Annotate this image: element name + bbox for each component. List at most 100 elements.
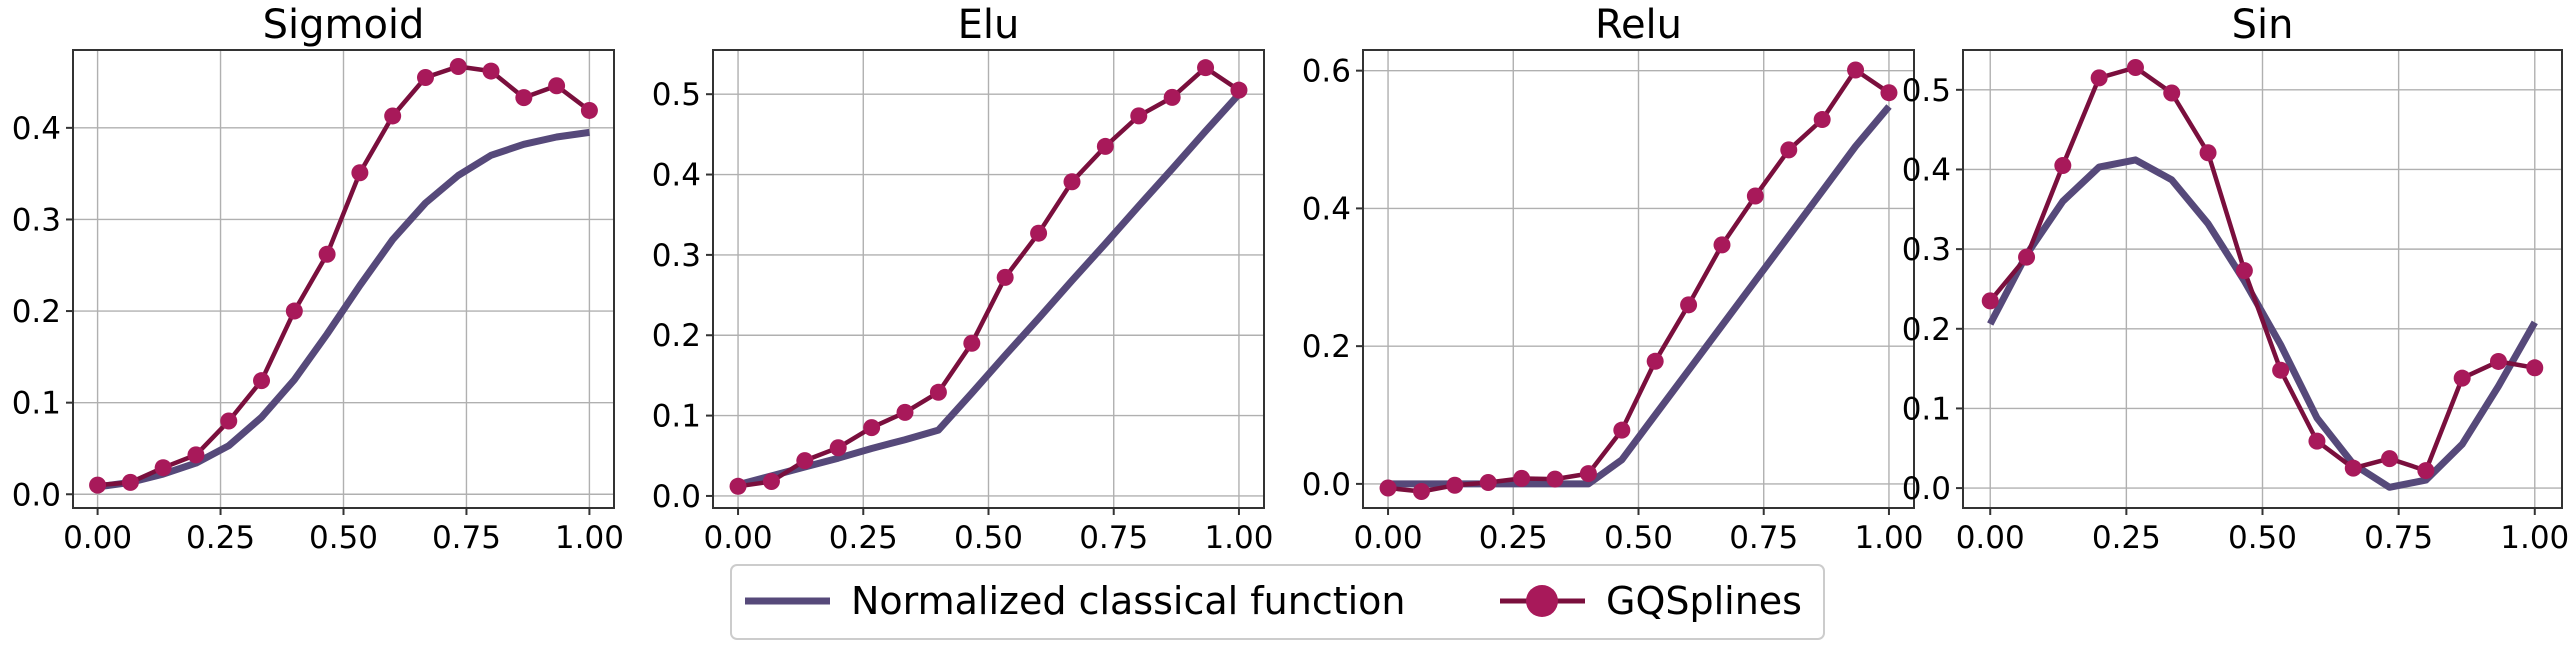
x-tick-label: 0.00 xyxy=(1354,520,1423,556)
gqsplines-point xyxy=(762,472,780,490)
gqsplines-point xyxy=(548,77,566,95)
gqsplines-point xyxy=(253,372,271,390)
x-tick-label: 0.50 xyxy=(309,520,378,556)
gqsplines-point xyxy=(896,403,914,421)
gqsplines-point xyxy=(2344,459,2362,477)
gqsplines-point xyxy=(384,107,402,125)
x-tick-label: 0.00 xyxy=(63,520,132,556)
x-tick-label: 0.25 xyxy=(186,520,255,556)
x-tick-label: 0.50 xyxy=(954,520,1023,556)
y-tick-label: 0.1 xyxy=(1902,391,1951,427)
x-tick-label: 0.00 xyxy=(704,520,773,556)
y-tick-label: 0.3 xyxy=(12,202,61,238)
y-tick-label: 0.3 xyxy=(1902,232,1951,268)
gqsplines-point xyxy=(351,164,369,182)
gqsplines-point xyxy=(2199,144,2217,162)
gqsplines-point xyxy=(1613,421,1631,439)
gqsplines-point xyxy=(1379,479,1397,497)
subplot-sigmoid: 0.00 0.25 0.50 0.75 1.00 0.0 0.1 0.2 0.3 0.4 Sigmo… xyxy=(12,2,624,556)
legend-box xyxy=(730,564,1825,640)
gqsplines-point xyxy=(580,101,598,119)
gqsplines-point xyxy=(1030,224,1048,242)
gqsplines-point xyxy=(2126,59,2144,77)
x-tick-label: 0.75 xyxy=(1079,520,1148,556)
y-tick-label: 0.6 xyxy=(1302,54,1351,90)
y-tick-label: 0.2 xyxy=(652,318,701,354)
gqsplines-point xyxy=(1847,61,1865,79)
y-tick-label: 0.5 xyxy=(1902,73,1951,109)
subplot-title: Elu xyxy=(958,2,1020,48)
gqsplines-point xyxy=(2453,369,2471,387)
gqsplines-point xyxy=(1813,111,1831,129)
gqsplines-point xyxy=(1513,469,1531,487)
x-tick-label: 0.75 xyxy=(432,520,501,556)
subplot-panels: 0.00 0.25 0.50 0.75 1.00 0.0 0.1 0.2 0.3 0.4 Sigmo… xyxy=(12,2,2570,556)
classical-function-line xyxy=(1987,156,2538,491)
y-tick-label: 0.3 xyxy=(652,238,701,274)
y-tick-label: 0.4 xyxy=(1902,152,1951,188)
gqsplines-point xyxy=(2489,352,2507,370)
y-tick-label: 0.2 xyxy=(1902,312,1951,348)
gqsplines-line xyxy=(737,65,1241,489)
x-tick-label: 1.00 xyxy=(555,520,624,556)
gqsplines-point xyxy=(482,62,500,80)
legend-classical-label: Normalized classical function xyxy=(851,579,1406,623)
gqsplines-point xyxy=(2417,462,2435,480)
gqsplines-point xyxy=(449,57,467,75)
gqsplines-point xyxy=(1546,470,1564,488)
gqsplines-point xyxy=(1880,84,1898,102)
classical-function-line xyxy=(737,91,1242,489)
gqsplines-point xyxy=(863,419,881,437)
gqsplines-point xyxy=(2308,432,2326,450)
x-tick-label: 0.00 xyxy=(1956,520,2025,556)
y-tick-label: 0.0 xyxy=(12,477,61,513)
gqsplines-point xyxy=(1713,236,1731,254)
gqsplines-point xyxy=(1197,59,1215,77)
y-tick-label: 0.0 xyxy=(1902,471,1951,507)
x-tick-label: 0.25 xyxy=(829,520,898,556)
gqsplines-line xyxy=(1387,67,1891,494)
x-tick-label: 1.00 xyxy=(1204,520,1273,556)
x-tick-label: 0.50 xyxy=(2228,520,2297,556)
gqsplines-point xyxy=(416,68,434,86)
gqsplines-point xyxy=(929,383,947,401)
y-tick-label: 0.2 xyxy=(12,294,61,330)
y-tick-label: 0.0 xyxy=(1302,467,1351,503)
legend-gqsplines-marker xyxy=(1526,585,1558,617)
y-tick-label: 0.4 xyxy=(652,158,701,194)
gqsplines-line xyxy=(1988,65,2536,473)
x-tick-label: 0.75 xyxy=(1729,520,1798,556)
gqsplines-point xyxy=(1780,141,1798,159)
subplot-sin: 0.00 0.25 0.50 0.75 1.00 0.0 0.1 0.2 0.3 0.4 0.5 Si… xyxy=(1902,2,2570,556)
gqsplines-point xyxy=(1680,296,1698,314)
gqsplines-point xyxy=(2235,262,2253,280)
gqsplines-point xyxy=(1981,292,1999,310)
legend-gqsplines-label: GQSplines xyxy=(1606,579,1802,623)
gqsplines-point xyxy=(318,245,336,263)
gqsplines-point xyxy=(1230,81,1248,99)
y-tick-label: 0.4 xyxy=(12,111,61,147)
y-tick-label: 0.4 xyxy=(1302,191,1351,227)
gqsplines-point xyxy=(1130,107,1148,125)
classical-function-line xyxy=(97,128,590,491)
gqsplines-point xyxy=(1163,88,1181,106)
gqsplines-point xyxy=(220,412,238,430)
gqsplines-point xyxy=(2272,361,2290,379)
subplot-title: Relu xyxy=(1595,2,1682,48)
y-tick-label: 0.1 xyxy=(12,386,61,422)
gqsplines-point xyxy=(1746,187,1764,205)
gqsplines-point xyxy=(2018,248,2036,266)
x-tick-label: 0.25 xyxy=(2092,520,2161,556)
x-tick-label: 0.50 xyxy=(1604,520,1673,556)
gqsplines-point xyxy=(996,268,1014,286)
gqsplines-line xyxy=(97,64,591,488)
subplot-elu: 0.00 0.25 0.50 0.75 1.00 0.0 0.1 0.2 0.3 0.4 0.5 El… xyxy=(652,2,1274,556)
x-tick-label: 0.75 xyxy=(2364,520,2433,556)
x-tick-label: 1.00 xyxy=(2500,520,2569,556)
gqsplines-point xyxy=(515,89,533,107)
subplot-title: Sin xyxy=(2232,2,2294,48)
gqsplines-point xyxy=(829,439,847,457)
gqsplines-point xyxy=(1479,474,1497,492)
gqsplines-point xyxy=(1063,173,1081,191)
subplot-relu: 0.00 0.25 0.50 0.75 1.00 0.0 0.2 0.4 0.6 Relu xyxy=(1302,2,1924,556)
